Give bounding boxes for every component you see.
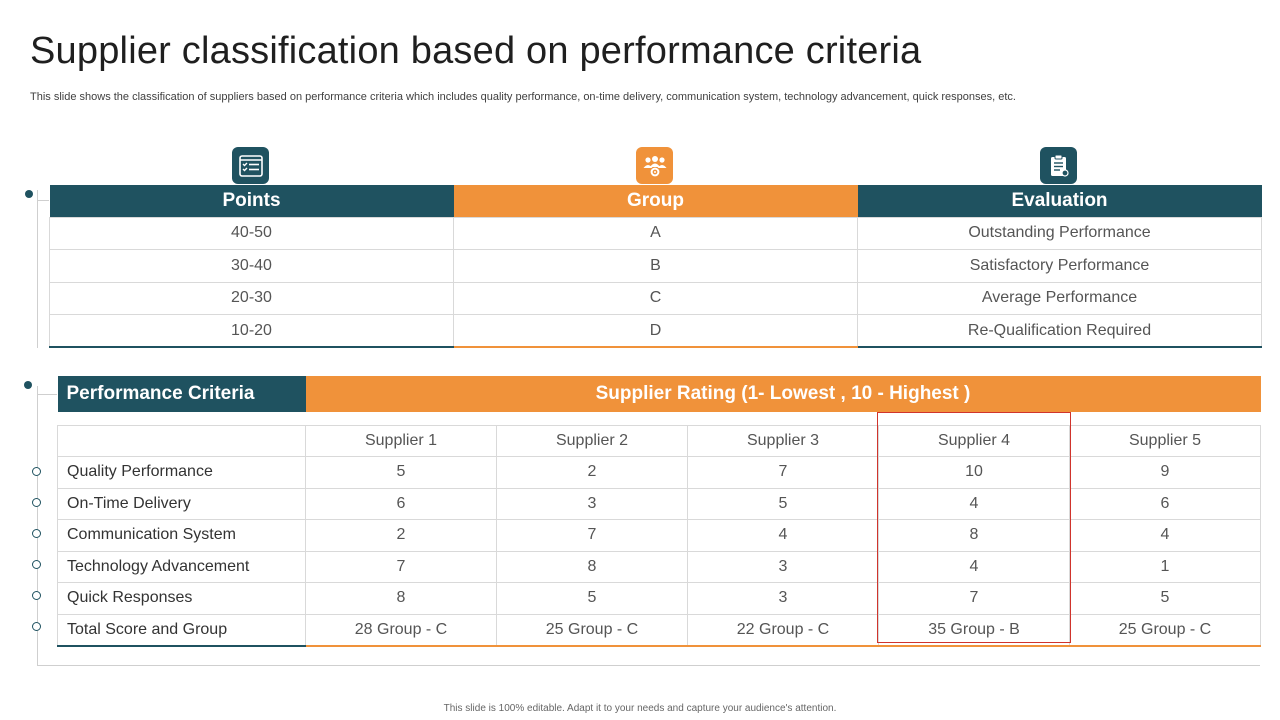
rating-cell: 8 [496,550,688,583]
table-row: On-Time Delivery 6 3 5 4 6 [57,487,1261,520]
team-gear-icon [636,147,673,184]
column-header-evaluation: Evaluation [857,185,1262,217]
table-row: Technology Advancement 7 8 3 4 1 [57,550,1261,583]
rating-cell: 3 [496,487,688,520]
table-row: 40-50 A Outstanding Performance [49,216,1262,250]
clipboard-icon [1040,147,1077,184]
criteria-label: Communication System [57,519,306,552]
footer-note: This slide is 100% editable. Adapt it to… [443,703,837,714]
rating-cell: 9 [1069,456,1261,489]
table-row: Quality Performance 5 2 7 10 9 [57,456,1261,489]
page-title: Supplier classification based on perform… [30,30,922,72]
evaluation-cell: Satisfactory Performance [857,249,1262,283]
rating-cell: 7 [687,456,879,489]
rating-cell: 4 [878,550,1070,583]
bullet-ring [32,560,41,569]
guide-line [37,190,38,348]
rating-cell: 2 [305,519,497,552]
criteria-label: Technology Advancement [57,550,306,583]
supplier-header: Supplier 2 [496,424,688,457]
evaluation-cell: Re-Qualification Required [857,314,1262,348]
spacer-row [58,412,1261,425]
points-cell: 40-50 [49,216,454,250]
criteria-label: Total Score and Group [57,613,306,647]
rating-cell: 8 [305,582,497,615]
page-subtitle: This slide shows the classification of s… [30,91,1016,103]
supplier-header: Supplier 5 [1069,424,1261,457]
rating-cell: 5 [305,456,497,489]
table-row: 20-30 C Average Performance [49,281,1262,315]
rating-cell: 8 [878,519,1070,552]
bullet-dot [25,190,33,198]
total-cell: 25 Group - C [1069,613,1261,647]
column-header-group: Group [453,185,858,217]
criteria-label: On-Time Delivery [57,487,306,520]
rating-cell: 4 [687,519,879,552]
column-header-rating: Supplier Rating (1- Lowest , 10 - Highes… [305,376,1261,412]
supplier-header-row: Supplier 1 Supplier 2 Supplier 3 Supplie… [57,424,1261,457]
evaluation-cell: Average Performance [857,281,1262,315]
rating-cell: 5 [1069,582,1261,615]
total-cell: 28 Group - C [305,613,497,647]
rating-cell: 6 [1069,487,1261,520]
rating-cell: 7 [305,550,497,583]
supplier-header: Supplier 1 [305,424,497,457]
total-cell: 25 Group - C [496,613,688,647]
bullet-dot [24,381,32,389]
supplier-rating-table: Performance Criteria Supplier Rating (1-… [57,376,1261,647]
rating-cell: 2 [496,456,688,489]
total-cell: 22 Group - C [687,613,879,647]
empty-cell [57,424,306,457]
points-cell: 10-20 [49,314,454,348]
total-cell: 35 Group - B [878,613,1070,647]
checklist-icon [232,147,269,184]
bullet-ring [32,622,41,631]
bullet-ring [32,591,41,600]
rating-cell: 5 [496,582,688,615]
classification-table: Points Group Evaluation 40-50 A Outstand… [49,185,1262,348]
table-row: 10-20 D Re-Qualification Required [49,314,1262,348]
points-cell: 30-40 [49,249,454,283]
guide-line [37,394,57,395]
supplier-4-highlight-box [877,412,1071,643]
criteria-label: Quality Performance [57,456,306,489]
rating-cell: 4 [878,487,1070,520]
total-row: Total Score and Group 28 Group - C 25 Gr… [57,613,1261,647]
bullet-ring [32,498,41,507]
rating-cell: 7 [496,519,688,552]
column-header-points: Points [49,185,454,217]
points-cell: 20-30 [49,281,454,315]
rating-cell: 6 [305,487,497,520]
column-header-criteria: Performance Criteria [57,376,306,412]
bullet-ring [32,529,41,538]
group-cell: A [453,216,858,250]
group-cell: C [453,281,858,315]
rating-cell: 3 [687,582,879,615]
table-row: Communication System 2 7 4 8 4 [57,519,1261,552]
group-cell: B [453,249,858,283]
guide-line [37,200,49,201]
bullet-ring [32,467,41,476]
supplier-header: Supplier 3 [687,424,879,457]
table-row: Quick Responses 8 5 3 7 5 [57,582,1261,615]
guide-line [37,665,1260,666]
criteria-label: Quick Responses [57,582,306,615]
rating-cell: 7 [878,582,1070,615]
evaluation-cell: Outstanding Performance [857,216,1262,250]
rating-cell: 5 [687,487,879,520]
rating-cell: 3 [687,550,879,583]
rating-cell: 4 [1069,519,1261,552]
guide-line [37,386,38,665]
group-cell: D [453,314,858,348]
rating-cell: 1 [1069,550,1261,583]
table-row: 30-40 B Satisfactory Performance [49,249,1262,283]
